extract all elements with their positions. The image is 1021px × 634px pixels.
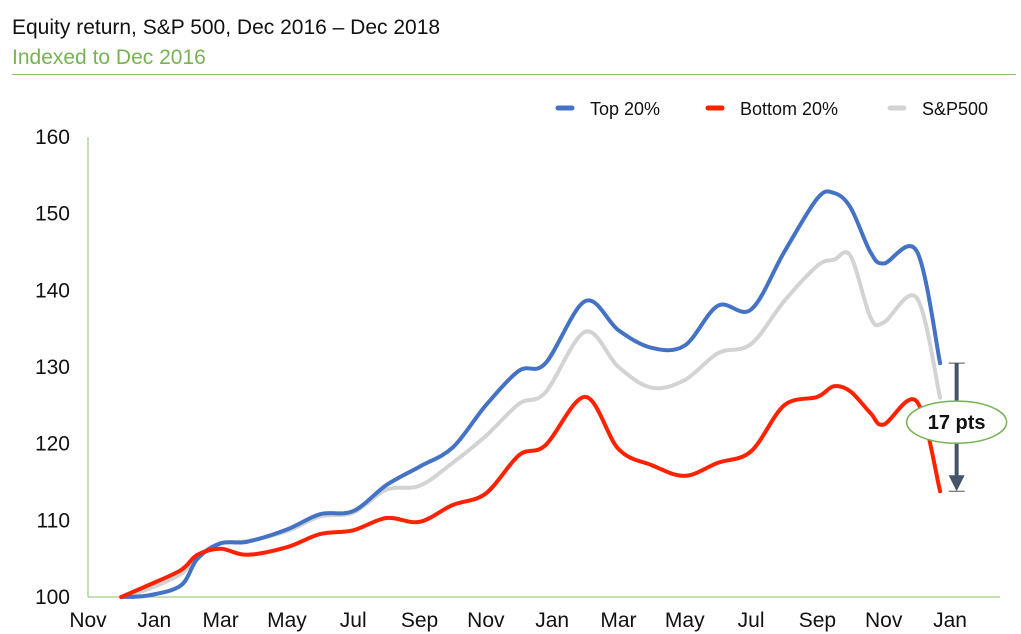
- y-tick-label: 110: [37, 509, 70, 532]
- chart-title: Equity return, S&P 500, Dec 2016 – Dec 2…: [12, 16, 441, 39]
- y-tick-label: 150: [35, 203, 70, 226]
- legend-label-s-p500: S&P500: [922, 99, 988, 119]
- title-divider: [12, 74, 1016, 75]
- series-line-top-20: [119, 189, 943, 599]
- gap-arrow-head: [948, 475, 965, 492]
- x-tick-label: Nov: [69, 609, 107, 632]
- x-tick-label: Jul: [340, 609, 367, 632]
- legend-label-top-20: Top 20%: [590, 99, 660, 119]
- series-line-s-p500: [119, 250, 943, 599]
- x-tick-label: Jan: [137, 609, 171, 632]
- x-tick-label: Sep: [401, 609, 438, 632]
- x-tick-label: Nov: [865, 609, 903, 632]
- y-tick-label: 140: [35, 279, 70, 302]
- series-line-bottom-20: [119, 383, 943, 599]
- x-tick-label: Sep: [799, 609, 836, 632]
- x-tick-label: Jan: [535, 609, 569, 632]
- legend-label-bottom-20: Bottom 20%: [740, 99, 838, 119]
- y-tick-label: 160: [35, 126, 70, 149]
- x-tick-label: Nov: [467, 609, 505, 632]
- x-tick-label: Jul: [738, 609, 765, 632]
- x-tick-label: Jan: [933, 609, 967, 632]
- x-tick-label: Mar: [203, 609, 239, 632]
- x-tick-label: May: [267, 609, 307, 632]
- x-tick-label: Mar: [600, 609, 636, 632]
- y-tick-label: 130: [35, 356, 70, 379]
- gap-callout-label: 17 pts: [928, 412, 986, 434]
- y-tick-label: 120: [35, 433, 70, 456]
- x-tick-label: May: [665, 609, 705, 632]
- y-tick-label: 100: [35, 586, 70, 609]
- chart-subtitle: Indexed to Dec 2016: [12, 46, 206, 69]
- gap-callout-bubble: [905, 400, 1008, 444]
